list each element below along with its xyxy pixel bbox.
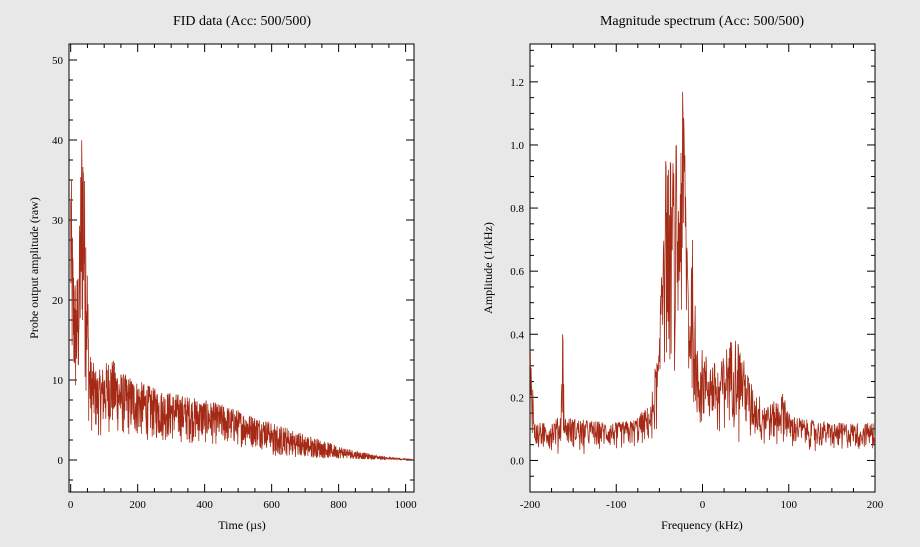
- spectrum-plot: Magnitude spectrum (Acc: 500/500) -200 -1…: [481, 14, 884, 532]
- spectrum-ytick-label: 1.2: [510, 77, 524, 89]
- fid-xtick-label: 200: [129, 499, 146, 511]
- fid-xtick-label: 800: [330, 499, 347, 511]
- spectrum-xtick-label: 100: [781, 499, 798, 511]
- fid-xtick-label: 600: [263, 499, 280, 511]
- spectrum-trace: [529, 91, 876, 455]
- spectrum-ytick-label: 0.2: [510, 392, 524, 404]
- spectrum-title: Magnitude spectrum (Acc: 500/500): [600, 14, 804, 29]
- spectrum-xtick-label: 0: [700, 499, 706, 511]
- spectrum-xtick-label: 200: [867, 499, 884, 511]
- spectrum-plot-area: [529, 43, 876, 493]
- spectrum-ytick-label: 0.8: [510, 203, 524, 215]
- fid-ticks: 0 200 400 600 800 1000 0 10 20 30 40 50: [52, 44, 417, 511]
- spectrum-ytick-label: 0.6: [510, 266, 524, 278]
- fid-plot: FID data (Acc: 500/500) 0 200 400 600 800 100…: [27, 14, 417, 532]
- spectrum-ytick-label: 0.4: [510, 329, 524, 341]
- fid-title: FID data (Acc: 500/500): [173, 14, 311, 29]
- spectrum-ytick-label: 0.0: [510, 455, 524, 467]
- spectrum-xtick-label: -100: [606, 499, 627, 511]
- fid-xtick-label: 0: [68, 499, 74, 511]
- spectrum-xlabel: Frequency (kHz): [661, 518, 743, 532]
- fid-ytick-label: 0: [58, 455, 64, 467]
- spectrum-ylabel: Amplitude (1/kHz): [481, 222, 495, 314]
- fid-trace: [70, 140, 413, 461]
- spectrum-xtick-label: -200: [520, 499, 541, 511]
- fid-plot-area: [68, 43, 415, 493]
- fid-ytick-label: 10: [52, 375, 64, 387]
- fid-xlabel: Time (µs): [218, 518, 265, 532]
- fid-ytick-label: 40: [52, 135, 64, 147]
- fid-ytick-label: 20: [52, 295, 64, 307]
- fid-xtick-label: 1000: [395, 499, 418, 511]
- fid-ylabel: Probe output amplitude (raw): [27, 197, 41, 339]
- fid-xtick-label: 400: [196, 499, 213, 511]
- spectrum-ticks: -200 -100 0 100 200 0.0 0.2 0.4 0.6 0.8 1.0 1.2: [510, 44, 884, 511]
- fid-ytick-label: 30: [52, 215, 64, 227]
- fid-ytick-label: 50: [52, 55, 64, 67]
- spectrum-ytick-label: 1.0: [510, 140, 524, 152]
